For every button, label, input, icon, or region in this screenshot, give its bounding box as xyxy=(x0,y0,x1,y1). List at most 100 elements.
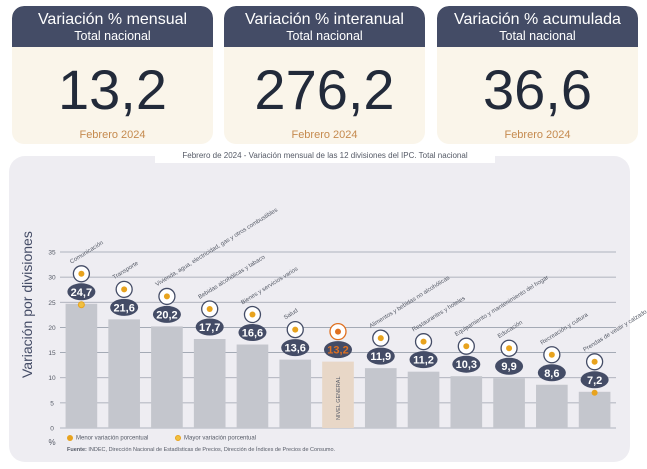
card-title: Variación % interanual xyxy=(245,11,404,28)
chart-title: Febrero de 2024 - Variación mensual de l… xyxy=(155,149,495,163)
category-label: NIVEL GENERAL xyxy=(336,376,342,420)
chart-title-text: Variación mensual de las 12 divisiones d… xyxy=(248,151,468,160)
bar xyxy=(279,359,312,428)
value-badge xyxy=(537,364,566,382)
value-label: 16,6 xyxy=(242,328,263,340)
value-label: 8,6 xyxy=(544,368,559,380)
division-icon-center xyxy=(206,305,213,312)
division-icon-center xyxy=(78,270,85,277)
value-badge xyxy=(67,283,96,301)
card-yearly: Variación % interanual Total nacional 27… xyxy=(224,6,425,144)
value-label: 11,9 xyxy=(370,351,391,363)
y-tick-label: 0 xyxy=(50,426,54,433)
card-date: Febrero 2024 xyxy=(79,129,146,141)
value-badge xyxy=(452,355,481,373)
category-label: Recreación y cultura xyxy=(540,312,590,346)
y-tick-label: 15 xyxy=(48,350,56,357)
card-header: Variación % interanual Total nacional xyxy=(224,6,425,47)
bar xyxy=(578,391,611,428)
value-badge xyxy=(495,357,524,375)
value-badge xyxy=(238,324,267,342)
value-label: 9,9 xyxy=(501,361,516,373)
min-marker-icon xyxy=(67,435,73,441)
y-unit-label: % xyxy=(48,438,55,447)
category-label: Bienes y servicios varios xyxy=(240,266,299,306)
division-icon-center xyxy=(121,286,128,293)
value-badge xyxy=(324,341,352,359)
bar xyxy=(65,303,98,428)
value-badge xyxy=(409,351,438,369)
card-value: 276,2 xyxy=(254,58,395,121)
value-label: 20,2 xyxy=(156,309,177,321)
value-badge xyxy=(195,318,224,336)
value-badge xyxy=(152,305,181,323)
category-label: Educación xyxy=(497,320,524,340)
division-icon-center xyxy=(335,328,341,335)
division-icon-center xyxy=(249,311,256,318)
value-label: 21,6 xyxy=(113,302,134,314)
value-badge xyxy=(366,347,395,365)
value-label: 17,7 xyxy=(199,322,220,334)
bar xyxy=(493,378,525,428)
source-text: INDEC, Dirección Nacional de Estadística… xyxy=(88,447,336,453)
value-label: 13,2 xyxy=(327,345,348,357)
value-badge xyxy=(281,339,310,357)
bar xyxy=(236,344,269,428)
max-marker-icon xyxy=(175,435,181,441)
division-icon-center xyxy=(463,343,470,350)
y-tick-label: 35 xyxy=(48,250,56,257)
value-label: 24,7 xyxy=(71,287,92,299)
source-note: Fuente: INDEC, Dirección Nacional de Est… xyxy=(67,447,335,453)
category-label: Equipamiento y mantenimiento del hogar xyxy=(454,275,550,338)
card-subtitle: Total nacional xyxy=(286,29,363,43)
bar xyxy=(364,368,397,428)
bar xyxy=(407,371,440,428)
bar xyxy=(322,361,354,428)
category-label: Transporte xyxy=(112,260,140,281)
bar xyxy=(151,326,183,428)
value-label: 10,3 xyxy=(456,359,477,371)
bar xyxy=(193,338,226,428)
division-icon-center xyxy=(506,345,513,352)
division-icon-center xyxy=(163,293,170,300)
category-label: Prendas de vestir y calzado xyxy=(582,309,647,353)
card-subtitle: Total nacional xyxy=(499,29,576,43)
card-subtitle: Total nacional xyxy=(74,29,151,43)
card-date: Febrero 2024 xyxy=(291,129,358,141)
y-tick-label: 25 xyxy=(48,300,56,307)
category-label: Comunicación xyxy=(69,240,104,265)
legend-max: Mayor variación porcentual xyxy=(175,435,256,442)
min-marker xyxy=(591,389,598,396)
y-tick-label: 20 xyxy=(48,325,56,332)
value-label: 11,2 xyxy=(413,355,434,367)
category-label: Salud xyxy=(283,308,299,321)
card-accumulated: Variación % acumulada Total nacional 36,… xyxy=(437,6,638,144)
card-header: Variación % acumulada Total nacional xyxy=(437,6,638,47)
card-value: 13,2 xyxy=(58,58,167,121)
card-title: Variación % mensual xyxy=(37,11,188,28)
card-date: Febrero 2024 xyxy=(504,129,571,141)
card-header: Variación % mensual Total nacional xyxy=(12,6,213,47)
bar xyxy=(108,319,140,428)
bar xyxy=(450,376,483,428)
y-tick-label: 10 xyxy=(48,375,56,382)
legend-min-label: Menor variación porcentual xyxy=(76,435,149,442)
legend-max-label: Mayor variación porcentual xyxy=(184,435,257,442)
card-title: Variación % acumulada xyxy=(454,11,621,28)
division-icon-center xyxy=(292,326,299,333)
category-label: Vivienda, agua, electricidad, gas y otro… xyxy=(155,207,279,288)
value-label: 7,2 xyxy=(587,375,602,387)
division-icon-center xyxy=(591,358,598,365)
division-icon-center xyxy=(420,338,427,345)
division-icon-center xyxy=(548,351,555,358)
card-monthly: Variación % mensual Total nacional 13,2 … xyxy=(12,6,213,144)
y-tick-label: 5 xyxy=(50,400,54,407)
legend-min: Menor variación porcentual xyxy=(67,435,148,442)
value-label: 13,6 xyxy=(285,343,306,355)
chart-title-date: Febrero de 2024 xyxy=(182,151,242,160)
value-badge xyxy=(580,371,609,389)
division-icon-center xyxy=(377,335,384,342)
source-label: Fuente: xyxy=(67,447,87,453)
value-badge xyxy=(110,298,139,316)
